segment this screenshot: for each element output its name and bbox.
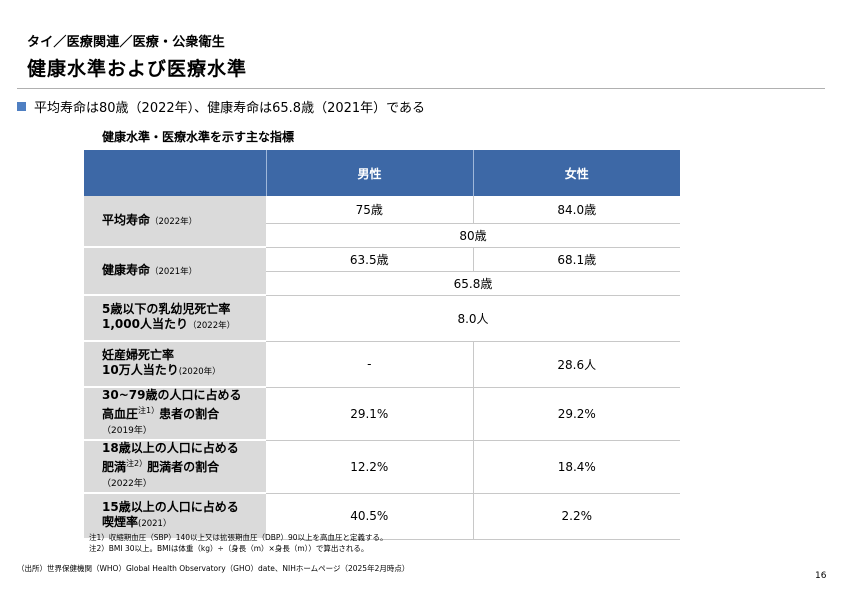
footnote-2: 注2）BMI 30以上。BMIは体重（kg）÷（身長（m）×身長（m））で算出さ… bbox=[89, 544, 369, 553]
indicators-table: 男性 女性 平均寿命（2022年） 75歳 84.0歳 80歳 健康寿命（202… bbox=[84, 150, 680, 540]
row-label-under5-mortality: 5歳以下の乳幼児死亡率 1,000人当たり（2022年） bbox=[84, 295, 266, 342]
label-year: （2022年） bbox=[150, 216, 198, 227]
label-line2: 喫煙率 bbox=[102, 515, 139, 529]
summary-bullet: 平均寿命は80歳（2022年）、健康寿命は65.8歳（2021年）である bbox=[17, 97, 425, 116]
cell-combined: 65.8歳 bbox=[266, 271, 680, 296]
label-line2: 1,000人当たり bbox=[102, 317, 188, 331]
note-ref: 注2） bbox=[126, 459, 148, 468]
label-year: （2022年） bbox=[102, 479, 152, 489]
header-blank bbox=[84, 150, 266, 196]
cell-female: 2.2% bbox=[472, 493, 680, 540]
title-divider bbox=[17, 88, 825, 89]
cell-male: 29.1% bbox=[266, 387, 473, 441]
cell-female: 84.0歳 bbox=[472, 196, 680, 224]
row-label-maternal-mortality: 妊産婦死亡率 10万人当たり(2020年） bbox=[84, 341, 266, 388]
label-year: (2020年） bbox=[178, 367, 221, 377]
table-row: 15歳以上の人口に占める 喫煙率(2021） 40.5% 2.2% bbox=[84, 493, 680, 540]
breadcrumb: タイ／医療関連／医療・公衆衛生 bbox=[27, 35, 226, 50]
row-label-healthy-life-expectancy: 健康寿命（2021年） bbox=[84, 247, 266, 296]
table-row: 5歳以下の乳幼児死亡率 1,000人当たり（2022年） 8.0人 bbox=[84, 295, 680, 342]
cell-female: 29.2% bbox=[472, 387, 680, 441]
label-line2b: 患者の割合 bbox=[159, 407, 220, 421]
table-row: 妊産婦死亡率 10万人当たり(2020年） - 28.6人 bbox=[84, 341, 680, 388]
label-main: 平均寿命 bbox=[102, 212, 151, 227]
cell-female: 18.4% bbox=[472, 440, 680, 494]
table-row: 30~79歳の人口に占める 高血圧注1）患者の割合 （2019年） 29.1% … bbox=[84, 387, 680, 441]
table-header-row: 男性 女性 bbox=[84, 150, 680, 196]
source-citation: （出所）世界保健機関（WHO）Global Health Observatory… bbox=[17, 564, 410, 573]
cell-combined: 80歳 bbox=[266, 223, 680, 248]
cell-male: 40.5% bbox=[266, 493, 473, 540]
cell-male: 12.2% bbox=[266, 440, 473, 494]
label-line2a: 高血圧 bbox=[102, 407, 139, 421]
label-year: （2019年） bbox=[102, 426, 152, 436]
header-female: 女性 bbox=[472, 150, 680, 196]
label-line2b: 肥満者の割合 bbox=[147, 460, 220, 474]
header-male: 男性 bbox=[265, 150, 473, 196]
cell-male: - bbox=[266, 341, 473, 388]
row-label-hypertension: 30~79歳の人口に占める 高血圧注1）患者の割合 （2019年） bbox=[84, 387, 266, 441]
footnotes: 注1）収縮期血圧（SBP）140以上又は拡張期血圧（DBP）90以上を高血圧と定… bbox=[89, 532, 388, 554]
label-main: 健康寿命 bbox=[102, 262, 151, 277]
row-label-smoking: 15歳以上の人口に占める 喫煙率(2021） bbox=[84, 493, 266, 540]
row-label-obesity: 18歳以上の人口に占める 肥満注2）肥満者の割合 （2022年） bbox=[84, 440, 266, 494]
cell-male: 75歳 bbox=[266, 196, 473, 224]
table-title: 健康水準・医療水準を示す主な指標 bbox=[102, 130, 295, 144]
label-line1: 妊産婦死亡率 bbox=[102, 348, 175, 362]
label-line1: 30~79歳の人口に占める bbox=[102, 388, 242, 402]
row-label-life-expectancy: 平均寿命（2022年） bbox=[84, 196, 266, 248]
table-row: 80歳 bbox=[84, 223, 680, 248]
label-line1: 15歳以上の人口に占める bbox=[102, 500, 239, 514]
summary-text: 平均寿命は80歳（2022年）、健康寿命は65.8歳（2021年）である bbox=[34, 101, 426, 116]
table-row: 65.8歳 bbox=[84, 271, 680, 296]
cell-female: 68.1歳 bbox=[472, 247, 680, 272]
table-row: 平均寿命（2022年） 75歳 84.0歳 bbox=[84, 196, 680, 248]
label-line1: 5歳以下の乳幼児死亡率 bbox=[102, 302, 231, 316]
cell-male: 63.5歳 bbox=[266, 247, 473, 272]
cell-combined: 8.0人 bbox=[266, 295, 680, 342]
label-line2: 10万人当たり bbox=[102, 363, 179, 377]
note-ref: 注1） bbox=[138, 406, 160, 415]
label-year: (2021） bbox=[138, 519, 172, 529]
label-line2a: 肥満 bbox=[102, 460, 127, 474]
label-line1: 18歳以上の人口に占める bbox=[102, 441, 239, 455]
label-year: （2021年） bbox=[150, 266, 198, 277]
table-row: 健康寿命（2021年） 63.5歳 68.1歳 bbox=[84, 247, 680, 296]
cell-female: 28.6人 bbox=[472, 341, 680, 388]
footnote-1: 注1）収縮期血圧（SBP）140以上又は拡張期血圧（DBP）90以上を高血圧と定… bbox=[89, 533, 388, 542]
table-row: 18歳以上の人口に占める 肥満注2）肥満者の割合 （2022年） 12.2% 1… bbox=[84, 440, 680, 494]
page-title: 健康水準および医療水準 bbox=[27, 58, 248, 80]
page-number: 16 bbox=[815, 571, 827, 581]
label-year: （2022年） bbox=[187, 321, 236, 331]
square-bullet-icon bbox=[17, 102, 26, 111]
